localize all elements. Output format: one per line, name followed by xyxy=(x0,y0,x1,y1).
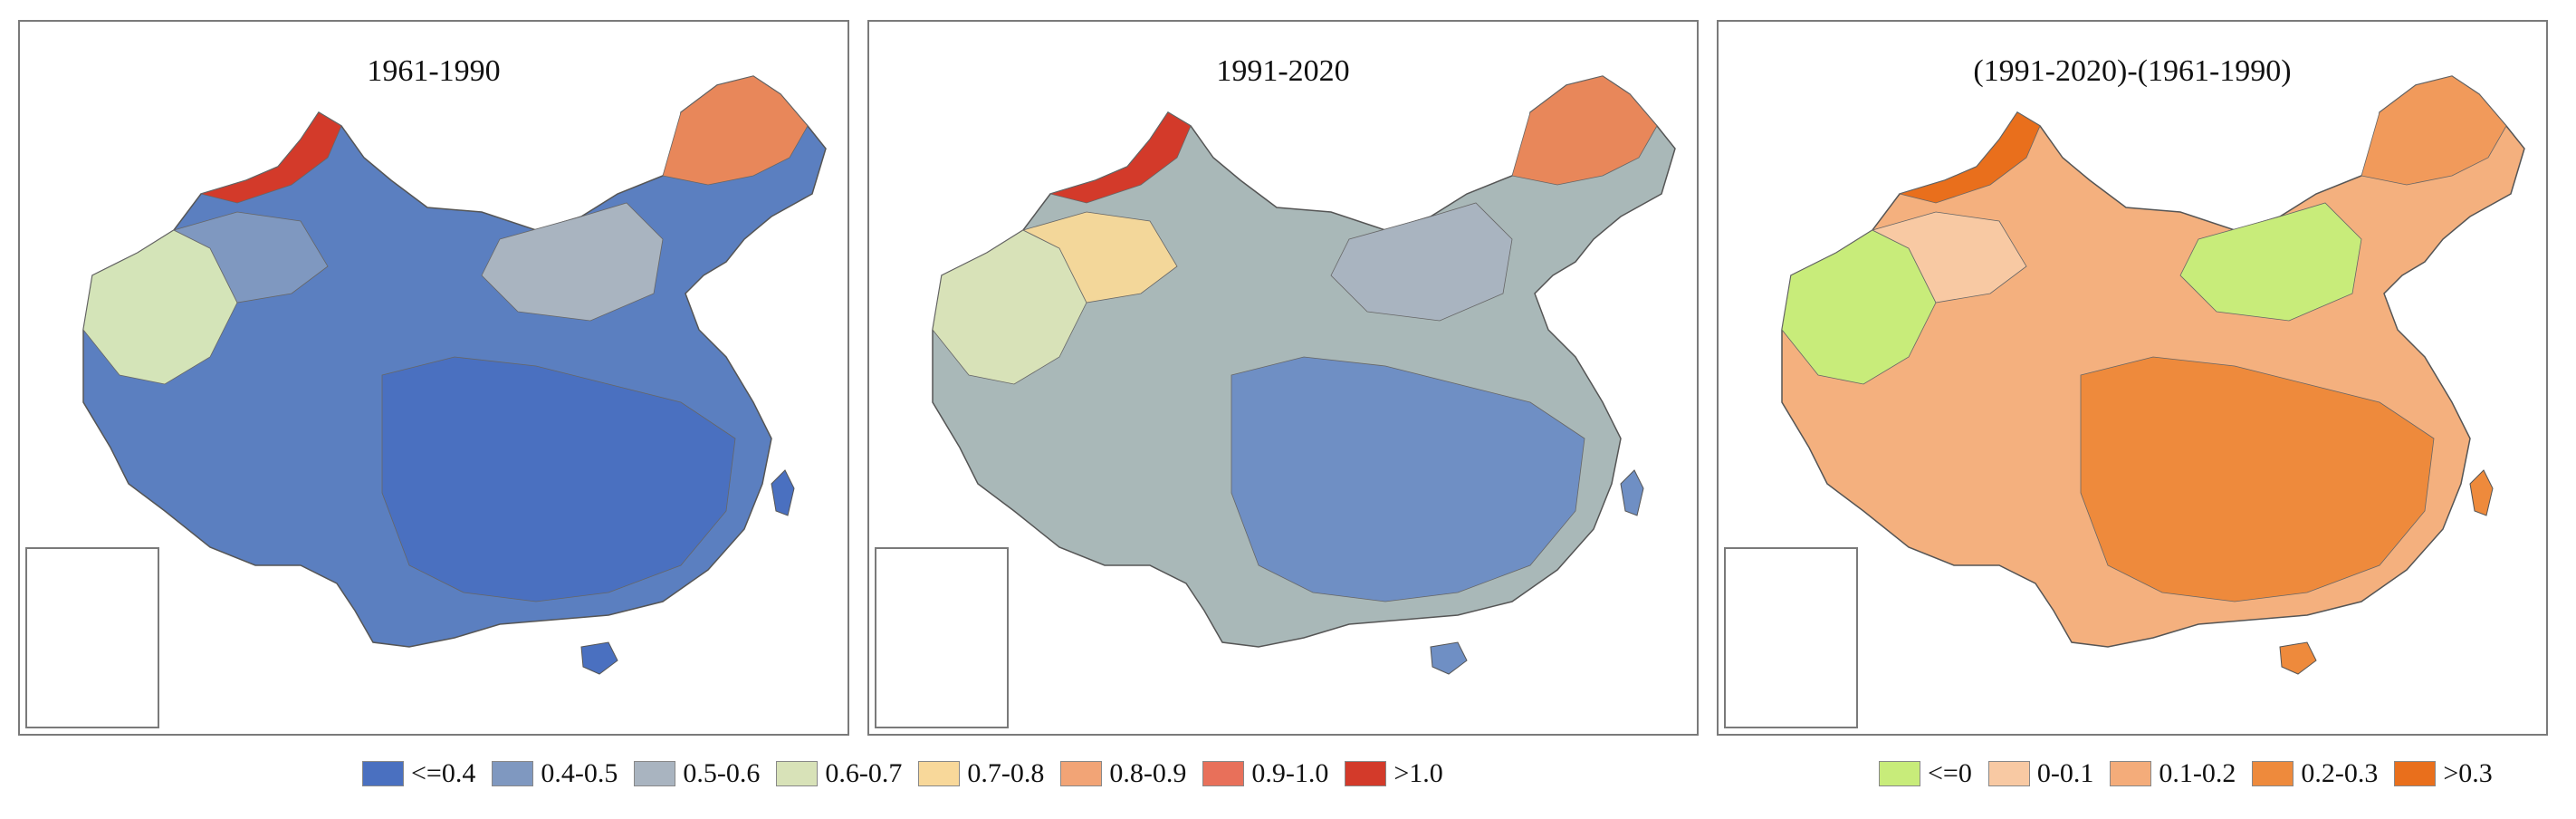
legend-item: 0.7-0.8 xyxy=(918,758,1044,789)
taiwan-island xyxy=(771,469,795,516)
climate-zone xyxy=(1231,356,1585,602)
legend-label: >0.3 xyxy=(2443,758,2493,788)
climate-zone xyxy=(481,202,664,322)
hainan-island xyxy=(580,641,618,675)
climate-zone xyxy=(1871,211,2027,304)
panel-title: 1991-2020 xyxy=(1216,54,1350,88)
legend-item: <=0.4 xyxy=(362,758,475,789)
taiwan-island xyxy=(1620,469,1644,516)
legend-swatch xyxy=(1060,761,1103,786)
climate-zone xyxy=(2361,75,2507,186)
panel-title: 1961-1990 xyxy=(367,54,501,88)
legend-item: >1.0 xyxy=(1345,758,1443,789)
legend-item: 0.2-0.3 xyxy=(2252,758,2378,789)
legend-item: 0.6-0.7 xyxy=(776,758,902,789)
climate-zone xyxy=(172,211,329,304)
china-map xyxy=(1781,75,2525,675)
legend-swatch xyxy=(1987,761,2030,786)
legend-label: 0.2-0.3 xyxy=(2301,758,2379,788)
climate-zone xyxy=(662,75,809,186)
climate-zone xyxy=(2080,356,2435,602)
legend-label: 0.9-1.0 xyxy=(1251,758,1329,788)
legend-label: 0.4-0.5 xyxy=(541,758,618,788)
legend-label: 0.1-0.2 xyxy=(2159,758,2236,788)
climate-zone xyxy=(1898,111,2041,204)
legend-item: 0-0.1 xyxy=(1987,758,2094,789)
climate-zone xyxy=(1049,111,1192,204)
panel-title: (1991-2020)-(1961-1990) xyxy=(1973,54,2292,88)
map-panel-1991-2020: 1991-2020 xyxy=(867,20,1699,736)
legend-swatch xyxy=(1202,761,1245,786)
legend-swatch xyxy=(1879,761,1920,786)
taiwan-island xyxy=(2469,469,2494,516)
legend-swatch xyxy=(362,761,404,786)
map-panel-1961-1990: 1961-1990 xyxy=(18,20,849,736)
south-china-sea-inset xyxy=(1724,547,1858,728)
legend-difference: <=0 0-0.1 0.1-0.2 0.2-0.3 >0.3 xyxy=(1879,754,2509,794)
legend-item: 0.1-0.2 xyxy=(2110,758,2236,789)
legend-item: 0.8-0.9 xyxy=(1060,758,1186,789)
china-map xyxy=(82,75,827,675)
legend-swatch xyxy=(2252,761,2294,786)
legend-swatch xyxy=(1345,761,1387,786)
legend-item: 0.5-0.6 xyxy=(634,758,760,789)
legend-label: 0.8-0.9 xyxy=(1109,758,1187,788)
legend-label: 0-0.1 xyxy=(2036,758,2094,788)
climate-zone xyxy=(2179,202,2362,322)
legend-swatch xyxy=(2110,761,2152,786)
legend-item: 0.9-1.0 xyxy=(1202,758,1328,789)
legend-swatch xyxy=(2394,761,2437,786)
legend-swatch xyxy=(492,761,534,786)
climate-zone xyxy=(1021,211,1178,304)
legend-label: 0.7-0.8 xyxy=(967,758,1045,788)
legend-label: <=0.4 xyxy=(411,758,476,788)
legend-swatch xyxy=(634,761,676,786)
south-china-sea-inset xyxy=(875,547,1009,728)
climate-zone xyxy=(1511,75,1658,186)
legend-item: <=0 xyxy=(1879,758,1972,789)
hainan-island xyxy=(2279,641,2317,675)
legend-item: 0.4-0.5 xyxy=(492,758,618,789)
legend-swatch xyxy=(776,761,819,786)
south-china-sea-inset xyxy=(25,547,159,728)
legend-label: <=0 xyxy=(1928,758,1972,788)
legend-absolute: <=0.4 0.4-0.5 0.5-0.6 0.6-0.7 0.7-0.8 0.… xyxy=(362,754,1460,794)
legend-item: >0.3 xyxy=(2394,758,2493,789)
china-map xyxy=(932,75,1676,675)
map-panel-difference: (1991-2020)-(1961-1990) xyxy=(1717,20,2548,736)
legend-swatch xyxy=(918,761,961,786)
hainan-island xyxy=(1430,641,1468,675)
climate-zone xyxy=(381,356,736,602)
climate-zone xyxy=(1330,202,1513,322)
legend-label: 0.5-0.6 xyxy=(683,758,761,788)
legend-label: 0.6-0.7 xyxy=(825,758,903,788)
legend-label: >1.0 xyxy=(1393,758,1443,788)
climate-zone xyxy=(199,111,342,204)
